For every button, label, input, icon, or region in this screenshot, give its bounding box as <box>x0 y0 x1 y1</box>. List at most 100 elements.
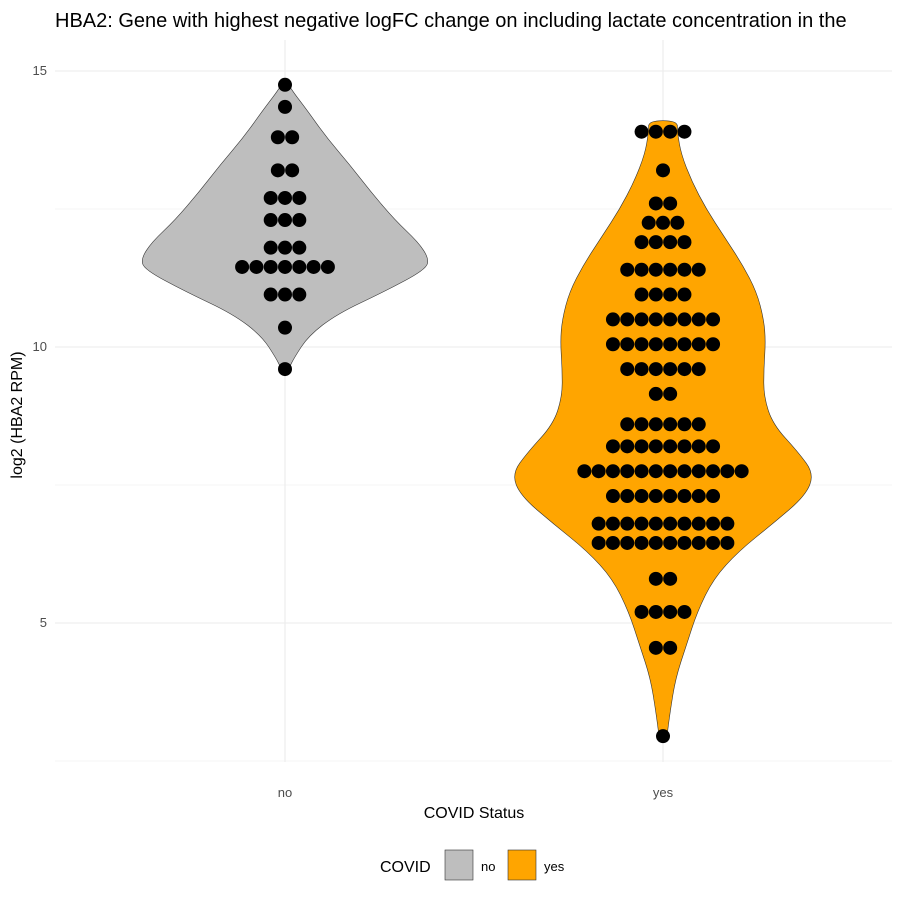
dot <box>706 516 721 531</box>
dot <box>634 262 649 277</box>
dot <box>249 259 264 274</box>
dot <box>620 516 635 531</box>
dot <box>648 417 663 432</box>
dot <box>691 535 706 550</box>
dot <box>663 235 678 250</box>
dot <box>648 386 663 401</box>
dot <box>634 417 649 432</box>
dots-yes <box>577 124 749 744</box>
dot <box>591 464 606 479</box>
chart-title: HBA2: Gene with highest negative logFC c… <box>55 10 847 32</box>
dot <box>634 235 649 250</box>
dot <box>278 99 292 114</box>
dot <box>634 439 649 454</box>
dot <box>663 535 678 550</box>
dot <box>734 464 749 479</box>
legend-title: COVID <box>380 859 431 876</box>
dot <box>620 262 635 277</box>
dot <box>677 464 692 479</box>
dot <box>663 287 678 302</box>
dot <box>677 516 692 531</box>
dot <box>663 362 678 377</box>
dot <box>648 312 663 327</box>
dot <box>691 516 706 531</box>
dot <box>634 489 649 504</box>
y-tick-label: 10 <box>33 339 47 354</box>
x-axis-ticks: no yes <box>278 785 674 800</box>
legend-label-no: no <box>481 859 495 874</box>
y-axis-title: log2 (HBA2 RPM) <box>9 351 26 478</box>
legend: COVID no yes <box>380 849 565 881</box>
dot <box>648 640 663 655</box>
dot <box>263 240 278 255</box>
dot <box>270 130 285 145</box>
dot <box>634 362 649 377</box>
dot <box>706 337 721 352</box>
dot <box>278 77 292 92</box>
dot <box>648 604 663 619</box>
dot <box>634 516 649 531</box>
dot <box>663 124 678 139</box>
dot <box>677 604 692 619</box>
dot <box>677 535 692 550</box>
dot <box>270 163 285 178</box>
dot <box>292 213 307 228</box>
dot <box>677 489 692 504</box>
dot <box>648 464 663 479</box>
dot <box>656 215 670 230</box>
dot <box>263 190 278 205</box>
dot <box>634 535 649 550</box>
dot <box>292 240 307 255</box>
dot <box>292 287 307 302</box>
dot <box>605 312 620 327</box>
dot <box>677 337 692 352</box>
dot <box>648 362 663 377</box>
x-tick-label: yes <box>653 785 674 800</box>
dot <box>648 235 663 250</box>
dot <box>663 489 678 504</box>
dot <box>235 259 250 274</box>
y-tick-label: 5 <box>40 615 47 630</box>
dot <box>634 312 649 327</box>
dot <box>706 535 721 550</box>
dot <box>285 130 300 145</box>
dot <box>677 287 692 302</box>
dot <box>663 312 678 327</box>
dot <box>278 240 292 255</box>
dot <box>691 464 706 479</box>
dot <box>605 489 620 504</box>
dot <box>605 516 620 531</box>
violin-yes <box>514 120 812 740</box>
dot <box>605 337 620 352</box>
dot <box>720 535 735 550</box>
dot <box>663 604 678 619</box>
dot <box>634 124 649 139</box>
x-axis-title: COVID Status <box>424 805 524 822</box>
dot <box>677 417 692 432</box>
dot <box>648 196 663 211</box>
dot <box>634 337 649 352</box>
dot <box>605 439 620 454</box>
dot <box>620 464 635 479</box>
dot <box>285 163 300 178</box>
dot <box>634 464 649 479</box>
dot <box>663 439 678 454</box>
dot <box>320 259 335 274</box>
dot <box>648 439 663 454</box>
dot <box>677 235 692 250</box>
dot <box>591 535 606 550</box>
dot <box>648 287 663 302</box>
dot <box>677 262 692 277</box>
legend-key-no <box>444 849 474 881</box>
dot <box>634 604 649 619</box>
dot <box>691 417 706 432</box>
dot <box>677 312 692 327</box>
dot <box>620 439 635 454</box>
dot <box>278 362 292 377</box>
dot <box>663 571 678 586</box>
legend-key-yes <box>507 849 537 881</box>
dot <box>677 362 692 377</box>
dot <box>720 516 735 531</box>
y-tick-label: 15 <box>33 63 47 78</box>
dot <box>691 362 706 377</box>
